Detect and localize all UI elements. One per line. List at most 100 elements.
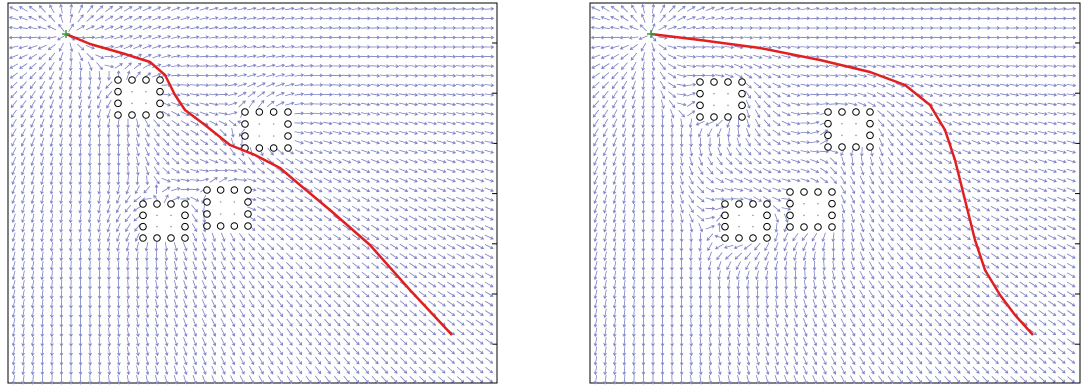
obstacle-point bbox=[824, 131, 832, 140]
obstacle-point bbox=[244, 198, 252, 206]
obstacle-point bbox=[128, 76, 136, 84]
path-trajectory bbox=[65, 32, 453, 336]
obstacle-point bbox=[721, 234, 729, 242]
obstacle-inner bbox=[219, 213, 222, 215]
obstacle-point bbox=[838, 108, 846, 116]
obstacle-point bbox=[735, 200, 743, 208]
vector-field bbox=[8, 3, 495, 385]
obstacle-point bbox=[139, 211, 147, 220]
obstacle-point bbox=[763, 222, 771, 231]
obstacle-point bbox=[139, 200, 147, 208]
obstacle-point bbox=[167, 200, 175, 208]
obstacle-inner bbox=[145, 90, 147, 93]
obstacle-point bbox=[241, 132, 249, 140]
obstacle-point bbox=[216, 186, 225, 194]
obstacle-point bbox=[255, 108, 264, 116]
obstacle-point bbox=[156, 111, 164, 119]
obstacle-point bbox=[114, 76, 122, 84]
obstacle-point bbox=[852, 143, 860, 151]
obstacle-inner bbox=[156, 214, 158, 217]
obstacle-point bbox=[786, 188, 794, 196]
obstacle-point bbox=[828, 188, 836, 196]
obstacle-point bbox=[230, 222, 239, 230]
obstacle bbox=[721, 200, 771, 242]
obstacle-point bbox=[114, 99, 122, 108]
obstacle-point bbox=[696, 113, 704, 121]
obstacle-inner bbox=[855, 134, 857, 137]
obstacle-point bbox=[181, 200, 189, 208]
obstacle-point bbox=[721, 200, 729, 208]
obstacle bbox=[696, 78, 746, 121]
obstacle-point bbox=[735, 234, 743, 242]
obstacle-inner bbox=[841, 134, 843, 137]
obstacle-point bbox=[156, 87, 164, 96]
obstacle bbox=[139, 200, 189, 242]
obstacle-point bbox=[786, 199, 794, 208]
obstacle-inner bbox=[219, 201, 222, 203]
obstacle-inner bbox=[145, 102, 147, 105]
obstacle-inner bbox=[713, 104, 715, 107]
obstacle-point bbox=[763, 211, 771, 220]
obstacle-point bbox=[763, 200, 771, 208]
obstacle-point bbox=[284, 132, 292, 140]
obstacle-point bbox=[181, 211, 189, 220]
obstacle-point bbox=[696, 89, 704, 98]
obstacle-inner bbox=[855, 122, 857, 125]
obstacle-inner bbox=[752, 214, 754, 217]
obstacle-point bbox=[838, 143, 846, 151]
arrows bbox=[8, 3, 495, 385]
obstacle bbox=[241, 108, 292, 152]
obstacle bbox=[203, 186, 252, 230]
obstacle-point bbox=[749, 234, 757, 242]
obstacle-point bbox=[696, 78, 704, 86]
panel-right bbox=[589, 2, 1081, 385]
obstacle-inner bbox=[803, 214, 805, 217]
obstacle-point bbox=[284, 120, 292, 128]
obstacle-point bbox=[153, 234, 161, 242]
obstacle-point bbox=[244, 186, 252, 194]
obstacle-point bbox=[800, 223, 808, 231]
obstacle-point bbox=[156, 99, 164, 108]
obstacle-point bbox=[284, 144, 292, 152]
vector-field bbox=[590, 3, 1077, 385]
obstacle-point bbox=[216, 222, 225, 230]
obstacle-point bbox=[167, 234, 175, 242]
obstacle-point bbox=[828, 211, 836, 220]
obstacle-point bbox=[786, 211, 794, 220]
obstacle-point bbox=[241, 108, 249, 116]
obstacle-inner bbox=[233, 213, 236, 215]
obstacle-inner bbox=[131, 90, 133, 93]
obstacle-inner bbox=[727, 92, 729, 95]
obstacle-point bbox=[203, 222, 211, 230]
obstacle-inner bbox=[841, 122, 843, 125]
obstacle-point bbox=[244, 222, 252, 230]
start-marker bbox=[62, 30, 70, 38]
obstacle-point bbox=[156, 76, 164, 84]
obstacle-point bbox=[139, 234, 147, 242]
obstacle-point bbox=[749, 200, 757, 208]
panel-left bbox=[7, 2, 498, 385]
obstacle-inner bbox=[233, 201, 236, 203]
obstacle-point bbox=[738, 113, 746, 121]
obstacle bbox=[824, 108, 874, 151]
path-trajectory bbox=[650, 32, 1034, 336]
obstacle-point bbox=[710, 78, 718, 86]
start-marker bbox=[647, 30, 655, 38]
obstacle-inner bbox=[272, 135, 275, 137]
obstacle-inner bbox=[272, 123, 275, 125]
obstacle-point bbox=[852, 108, 860, 116]
obstacle-point bbox=[724, 78, 732, 86]
obstacle-point bbox=[800, 188, 808, 196]
obstacle-point bbox=[763, 234, 771, 242]
obstacle-point bbox=[824, 108, 832, 116]
obstacle-inner bbox=[738, 214, 740, 217]
obstacle-point bbox=[814, 223, 822, 231]
obstacle-inner bbox=[713, 92, 715, 95]
obstacle-point bbox=[203, 186, 211, 194]
obstacle-point bbox=[824, 119, 832, 128]
obstacle-inner bbox=[170, 214, 172, 217]
obstacle-point bbox=[269, 108, 278, 116]
obstacle-point bbox=[181, 222, 189, 231]
obstacle-point bbox=[128, 111, 136, 119]
obstacle-point bbox=[153, 200, 161, 208]
